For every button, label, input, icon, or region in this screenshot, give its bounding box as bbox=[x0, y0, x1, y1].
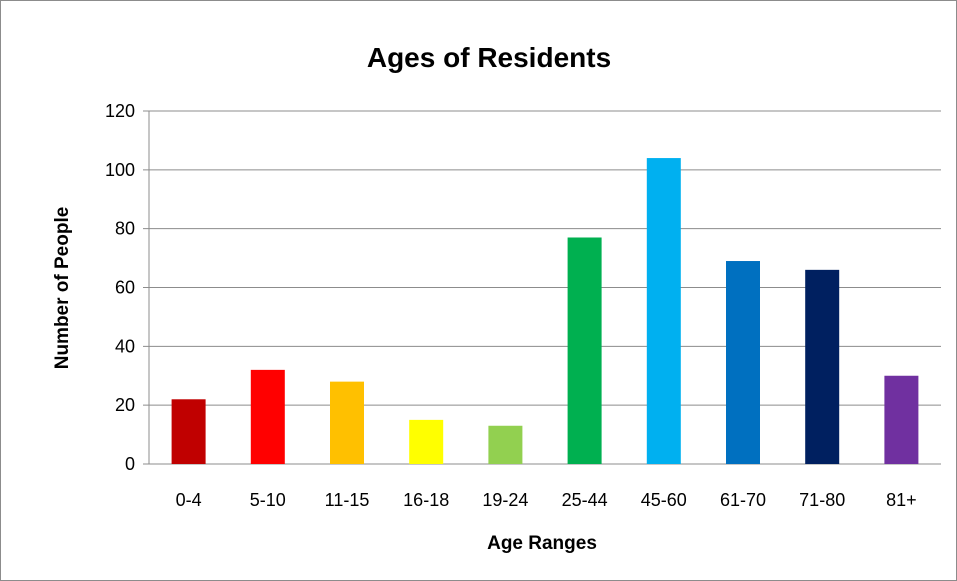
x-tick-label: 0-4 bbox=[176, 490, 202, 510]
bar-16-18 bbox=[409, 419, 444, 464]
bar-19-24 bbox=[488, 425, 523, 464]
x-tick-label: 5-10 bbox=[250, 490, 286, 510]
y-tick-label: 100 bbox=[105, 160, 135, 180]
bar-25-44 bbox=[567, 237, 602, 464]
bar-71-80 bbox=[805, 269, 840, 464]
y-tick-labels: 0 20 40 60 80 100 120 bbox=[105, 101, 135, 474]
x-axis-title: Age Ranges bbox=[487, 533, 597, 554]
x-tick-label: 45-60 bbox=[641, 490, 687, 510]
x-tick-label: 19-24 bbox=[482, 490, 528, 510]
y-tick-label: 0 bbox=[125, 454, 135, 474]
x-tick-labels: 0-4 5-10 11-15 16-18 19-24 25-44 45-60 61-70 71-… bbox=[176, 490, 917, 510]
x-tick-label: 71-80 bbox=[799, 490, 845, 510]
y-tick-label: 60 bbox=[115, 278, 135, 298]
bar-11-15 bbox=[330, 381, 364, 464]
bar-0-4 bbox=[171, 399, 206, 464]
x-tick-label: 61-70 bbox=[720, 490, 766, 510]
x-tick-label: 11-15 bbox=[325, 490, 370, 510]
y-tick-label: 20 bbox=[115, 395, 135, 415]
bar-61-70 bbox=[726, 261, 760, 464]
bar-81+ bbox=[884, 375, 919, 464]
bars bbox=[171, 158, 919, 465]
y-tick-label: 40 bbox=[115, 336, 135, 356]
y-tick-label: 120 bbox=[105, 101, 135, 121]
chart-title: Ages of Residents bbox=[367, 42, 611, 73]
x-tick-label: 81+ bbox=[886, 490, 917, 510]
y-tick-label: 80 bbox=[115, 219, 135, 239]
x-tick-label: 16-18 bbox=[403, 490, 449, 510]
y-axis-title: Number of People bbox=[52, 207, 73, 370]
x-tick-label: 25-44 bbox=[562, 490, 608, 510]
bar-45-60 bbox=[646, 158, 681, 465]
bar-5-10 bbox=[250, 369, 285, 464]
